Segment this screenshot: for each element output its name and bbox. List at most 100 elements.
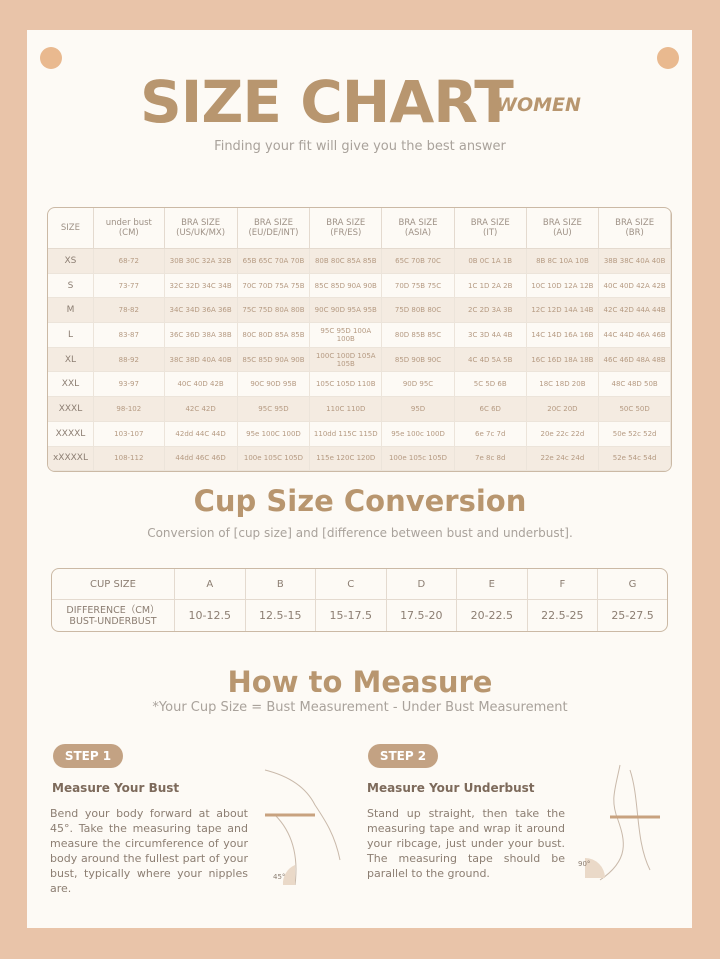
- table-cell: 65C 70B 70C: [382, 249, 455, 274]
- table-cell: 85D 90B 90C: [382, 347, 455, 373]
- column-header: BRA SIZE (AU): [526, 208, 600, 249]
- table-cell: 108-112: [93, 446, 165, 472]
- chart-card: [27, 30, 692, 928]
- column-header: BRA SIZE (FR/ES): [310, 208, 383, 249]
- table-cell: 95D: [382, 397, 455, 422]
- table-cell: 16C 16D 18A 18B: [526, 347, 600, 373]
- page-title: SIZE CHART: [140, 68, 514, 136]
- cup-letter: G: [598, 569, 667, 600]
- angle-label: 45°: [273, 873, 285, 881]
- size-label: M: [48, 298, 94, 324]
- size-label: XL: [48, 347, 94, 373]
- table-cell: 18C 18D 20B: [526, 372, 600, 398]
- table-cell: 30B 30C 32A 32B: [164, 249, 238, 274]
- table-cell: 46C 46D 48A 48B: [599, 347, 671, 373]
- column-header: SIZE: [48, 208, 94, 249]
- table-cell: 100C 100D 105A 105B: [310, 347, 383, 373]
- column-header: BRA SIZE (IT): [454, 208, 527, 249]
- table-cell: 50C 50D: [599, 397, 671, 422]
- size-label: XXXXL: [48, 421, 94, 447]
- table-cell: 95C 95D 100A 100B: [310, 323, 383, 348]
- cup-letter: C: [316, 569, 387, 600]
- cup-difference: 20-22.5: [457, 600, 528, 631]
- cup-difference: 15-17.5: [316, 600, 387, 631]
- table-cell: 75D 80B 80C: [382, 298, 455, 324]
- table-cell: 110C 110D: [310, 397, 383, 422]
- table-cell: 3C 3D 4A 4B: [454, 323, 527, 348]
- table-cell: 6C 6D: [454, 397, 527, 422]
- table-cell: 85C 85D 90A 90B: [237, 347, 311, 373]
- table-cell: 12C 12D 14A 14B: [526, 298, 600, 324]
- table-cell: 80C 80D 85A 85B: [237, 323, 311, 348]
- cup-title: Cup Size Conversion: [193, 484, 527, 518]
- column-header: BRA SIZE (BR): [599, 208, 671, 249]
- subtitle: Finding your fit will give you the best …: [214, 139, 506, 154]
- table-cell: 88-92: [93, 347, 165, 373]
- table-cell: 14C 14D 16A 16B: [526, 323, 600, 348]
- table-cell: 75C 75D 80A 80B: [237, 298, 311, 324]
- table-cell: 65B 65C 70A 70B: [237, 249, 311, 274]
- table-row: M 78-82 34C 34D 36A 36B 75C 75D 80A 80B 90C …: [48, 298, 671, 324]
- size-label: XS: [48, 249, 94, 274]
- table-cell: 95e 100C 100D: [237, 421, 311, 447]
- table-cell: 42C 42D 44A 44B: [599, 298, 671, 324]
- size-label: S: [48, 273, 94, 299]
- table-cell: 80B 80C 85A 85B: [310, 249, 383, 274]
- table-row: XXXXL 103-107 42dd 44C 44D 95e 100C 100D 110…: [48, 421, 671, 447]
- table-row: XXXL 98-102 42C 42D 95C 95D 110C 110D 95D 6C 6…: [48, 397, 671, 422]
- table-row: xXXXXL 108-112 44dd 46C 46D 100e 105C 105D 1…: [48, 446, 671, 472]
- cup-letter: E: [457, 569, 528, 600]
- table-cell: 98-102: [93, 397, 165, 422]
- table-cell: 40C 40D 42B: [164, 372, 238, 398]
- table-cell: 90C 90D 95A 95B: [310, 298, 383, 324]
- cup-table: CUP SIZE A B C D E F G DIFFERENCE（CM） BUST-UNDER…: [51, 568, 668, 632]
- table-row: S 73-77 32C 32D 34C 34B 70C 70D 75A 75B 85C …: [48, 273, 671, 299]
- table-cell: 100e 105C 105D: [237, 446, 311, 472]
- size-label: L: [48, 323, 94, 348]
- cup-size-label: CUP SIZE: [52, 569, 175, 600]
- cup-letter: B: [245, 569, 317, 600]
- table-cell: 1C 1D 2A 2B: [454, 273, 527, 299]
- table-cell: 110dd 115C 115D: [310, 421, 383, 447]
- cup-letter: D: [386, 569, 458, 600]
- table-cell: 36C 36D 38A 38B: [164, 323, 238, 348]
- column-header: BRA SIZE (US/UK/MX): [164, 208, 238, 249]
- table-cell: 52e 54c 54d: [599, 446, 671, 472]
- table-cell: 93-97: [93, 372, 165, 398]
- table-cell: 34C 34D 36A 36B: [164, 298, 238, 324]
- table-cell: 38B 38C 40A 40B: [599, 249, 671, 274]
- table-cell: 50e 52c 52d: [599, 421, 671, 447]
- table-cell: 6e 7c 7d: [454, 421, 527, 447]
- cup-difference: 17.5-20: [387, 600, 458, 631]
- difference-label: DIFFERENCE（CM） BUST-UNDERBUST: [52, 600, 175, 631]
- step-2-text: Stand up straight, then take the measuri…: [367, 807, 565, 880]
- table-cell: 68-72: [93, 249, 165, 274]
- table-cell: 8B 8C 10A 10B: [526, 249, 600, 274]
- table-cell: 38C 38D 40A 40B: [164, 347, 238, 373]
- cup-difference: 25-27.5: [611, 609, 654, 622]
- table-cell: 2C 2D 3A 3B: [454, 298, 527, 324]
- table-cell: 85C 85D 90A 90B: [310, 273, 383, 299]
- underbust-figure-illustration: 90°: [578, 764, 660, 881]
- title-tag: WOMEN: [496, 94, 581, 116]
- table-cell: 20e 22c 22d: [526, 421, 600, 447]
- size-table: SIZE under bust (CM) BRA SIZE (US/UK/MX) BRA …: [47, 207, 672, 473]
- table-cell: 95e 100c 100D: [382, 421, 455, 447]
- table-cell: 20C 20D: [526, 397, 600, 422]
- table-cell: 4C 4D 5A 5B: [454, 347, 527, 373]
- pin-decoration: [657, 47, 679, 69]
- pin-decoration: [40, 47, 62, 69]
- size-label: xXXXXL: [48, 446, 94, 472]
- step-1-heading: Measure Your Bust: [52, 781, 180, 795]
- table-cell: 40C 40D 42A 42B: [599, 273, 671, 299]
- table-cell: 44dd 46C 46D: [164, 446, 238, 472]
- column-header: BRA SIZE (ASIA): [382, 208, 455, 249]
- table-cell: 80D 85B 85C: [382, 323, 455, 348]
- table-cell: 48C 48D 50B: [599, 372, 671, 398]
- table-cell: 70C 70D 75A 75B: [237, 273, 311, 299]
- table-cell: 78-82: [93, 298, 165, 324]
- table-row: L 83-87 36C 36D 38A 38B 80C 80D 85A 85B 95C …: [48, 323, 671, 348]
- table-cell: 73-77: [93, 273, 165, 299]
- cup-difference: 12.5-15: [246, 600, 317, 631]
- cup-subtitle: Conversion of [cup size] and [difference…: [147, 526, 573, 540]
